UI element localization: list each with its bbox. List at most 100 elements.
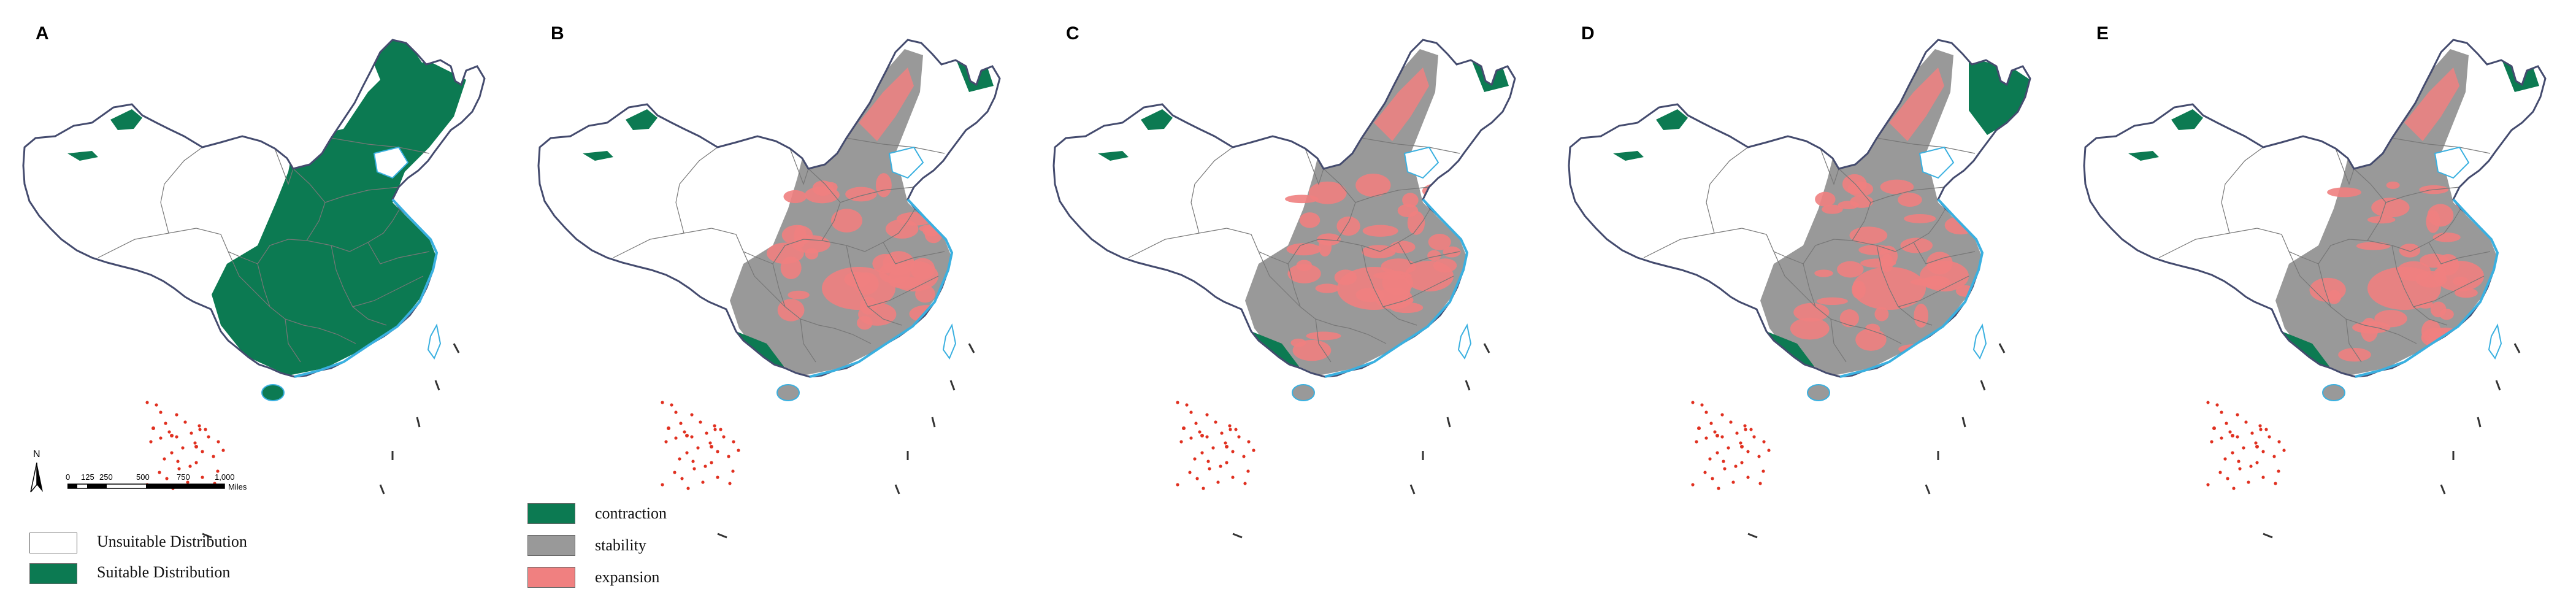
island-dot <box>731 469 735 473</box>
island-dot <box>1247 440 1251 444</box>
expansion-patch <box>872 253 899 274</box>
hainan-island <box>261 384 285 401</box>
island-dot <box>703 464 707 468</box>
expansion-patch <box>1336 216 1360 236</box>
bohai-sea <box>373 146 409 179</box>
island-dot <box>1704 436 1708 440</box>
island-dot <box>2228 430 2232 434</box>
scale-unit-label: Miles <box>228 482 247 491</box>
expansion-patch <box>1944 216 1977 235</box>
island-dot <box>661 401 664 404</box>
expansion-patch <box>1402 193 1419 208</box>
province-border <box>1870 187 1945 203</box>
boundary-dash <box>2495 380 2501 391</box>
expansion-patch <box>1444 185 1459 206</box>
expansion-patch <box>1315 283 1340 293</box>
boundary-dash <box>2440 484 2446 495</box>
province-border <box>1128 228 1289 264</box>
island-dot <box>696 446 700 450</box>
island-dot <box>690 435 694 439</box>
china-map <box>1052 39 1516 539</box>
island-dot <box>2215 403 2219 407</box>
island-dot <box>1193 457 1197 461</box>
legend-swatch <box>29 533 77 553</box>
island-dot <box>664 440 668 444</box>
island-dot <box>1208 467 1211 471</box>
island-dot <box>1225 445 1229 449</box>
province-border <box>1876 137 1976 154</box>
expansion-patch <box>2371 198 2410 218</box>
expansion-patch <box>1443 246 1461 258</box>
island-dot <box>1740 461 1744 464</box>
province-border <box>1876 245 1933 326</box>
island-dot <box>2242 446 2245 450</box>
national-border <box>1568 39 2031 378</box>
legend-change: contraction stability expansion <box>527 503 711 601</box>
xinjiang-patch <box>67 151 98 161</box>
island-dot <box>2237 460 2241 463</box>
coastline <box>2355 198 2499 378</box>
island-dot <box>674 410 678 414</box>
island-dot <box>212 455 215 458</box>
boundary-dash <box>2263 533 2273 539</box>
island-dot <box>1715 434 1719 437</box>
island-dot <box>2206 401 2210 404</box>
expansion-patch <box>1814 269 1833 277</box>
boundary-dash <box>1925 484 1931 495</box>
island-dot <box>197 424 201 428</box>
province-border <box>1803 168 1871 264</box>
island-dot <box>2250 431 2254 435</box>
island-dot <box>1242 455 1246 458</box>
province-border <box>2345 318 2362 363</box>
expansion-patch <box>1306 331 1341 341</box>
island-dot <box>2226 477 2229 480</box>
province-border <box>1820 148 1839 185</box>
island-dot <box>1744 428 1747 431</box>
scale-tick-label: 500 <box>136 472 150 482</box>
legend-label: Unsuitable Distribution <box>97 533 247 550</box>
island-dot <box>727 455 730 458</box>
province-border <box>352 275 424 307</box>
province-border <box>1643 228 1804 264</box>
island-dot <box>2223 457 2227 461</box>
national-border <box>2083 39 2547 378</box>
island-dot <box>1700 403 1704 407</box>
expansion-patch <box>805 248 819 260</box>
island-dot <box>1757 455 1761 458</box>
expansion-patch <box>2439 309 2454 320</box>
map-panel-a: A <box>0 0 515 616</box>
expansion-patch <box>921 335 936 350</box>
expansion-patch <box>2386 181 2400 189</box>
island-dot <box>1709 422 1713 425</box>
boundary-dash <box>2513 343 2521 353</box>
province-border <box>1382 275 1454 307</box>
hainan-island <box>776 384 800 401</box>
island-dot <box>1206 460 1210 463</box>
island-dot <box>164 422 167 425</box>
expansion-patch <box>1904 214 1936 223</box>
legend-label: expansion <box>595 568 660 586</box>
island-dot <box>1179 440 1183 444</box>
island-dot <box>713 424 716 428</box>
coastline <box>294 198 439 378</box>
china-map <box>537 39 1001 539</box>
island-dot <box>705 431 708 435</box>
island-dot <box>699 420 702 424</box>
taiwan-island <box>2488 323 2502 360</box>
xinjiang-patch <box>1613 151 1644 161</box>
island-dot <box>170 434 174 437</box>
island-dot <box>2232 487 2236 490</box>
xinjiang-patch <box>583 151 613 161</box>
island-dot <box>2236 435 2239 439</box>
island-dot <box>686 487 690 490</box>
expansion-patch <box>1389 241 1416 253</box>
island-dot <box>170 451 174 455</box>
province-border <box>2413 275 2485 307</box>
expansion-patch <box>1427 250 1441 261</box>
island-dot <box>1720 413 1724 417</box>
panel-label: E <box>2096 23 2109 44</box>
island-dot <box>1219 464 1222 468</box>
island-dot <box>2247 480 2250 484</box>
expansion-patch <box>1822 204 1843 214</box>
province-border <box>675 147 718 234</box>
